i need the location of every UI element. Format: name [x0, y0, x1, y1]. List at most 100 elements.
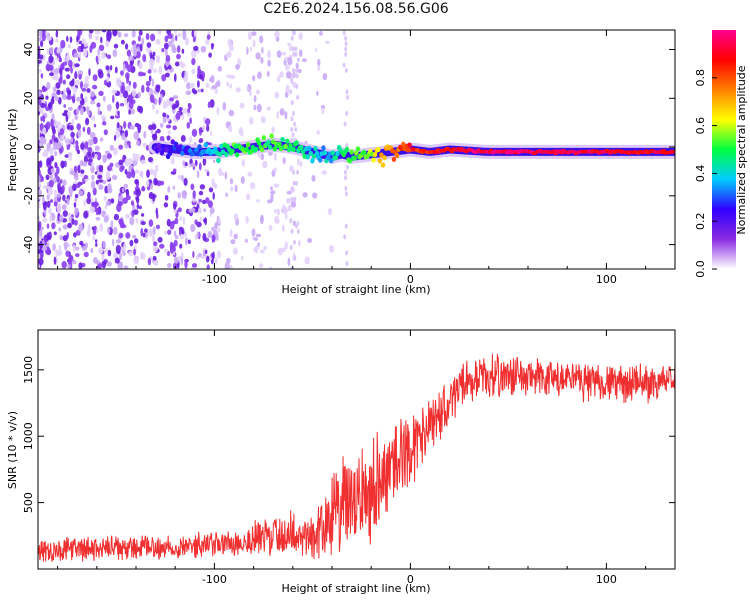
ridge-point	[197, 144, 202, 150]
noise-point	[38, 62, 41, 67]
noise-point	[129, 108, 135, 115]
noise-point	[105, 65, 110, 71]
noise-point	[40, 73, 44, 79]
noise-point	[74, 63, 80, 68]
y-tick-label: 40	[22, 43, 35, 57]
noise-point	[45, 95, 49, 100]
noise-point	[246, 193, 251, 201]
noise-point	[46, 82, 51, 90]
ridge-point	[349, 149, 354, 155]
noise-point	[296, 169, 300, 175]
noise-point	[53, 256, 57, 265]
noise-point	[83, 151, 88, 157]
noise-point	[125, 189, 129, 194]
noise-point	[152, 226, 156, 235]
noise-point	[69, 125, 74, 131]
ridge-point	[244, 146, 249, 152]
noise-point	[285, 64, 290, 71]
noise-point	[208, 200, 213, 208]
noise-point	[227, 38, 232, 46]
noise-point	[181, 113, 185, 121]
noise-point	[49, 47, 54, 55]
noise-point	[81, 87, 87, 92]
noise-point	[344, 186, 348, 191]
noise-point	[41, 32, 47, 42]
noise-point	[141, 213, 145, 217]
noise-point	[276, 75, 281, 83]
noise-point	[85, 117, 90, 126]
noise-point	[67, 44, 71, 49]
noise-point	[83, 83, 89, 89]
noise-point	[218, 167, 223, 177]
noise-point	[292, 220, 296, 226]
noise-point	[182, 216, 186, 225]
noise-point	[92, 136, 98, 145]
noise-point	[74, 197, 78, 202]
noise-point	[104, 204, 108, 210]
noise-point	[141, 185, 145, 191]
noise-point	[67, 106, 73, 111]
noise-point	[186, 82, 191, 90]
noise-point	[95, 239, 98, 243]
noise-point	[324, 40, 330, 45]
noise-point	[126, 64, 132, 73]
noise-point	[52, 86, 57, 93]
noise-point	[152, 255, 157, 261]
noise-point	[45, 63, 50, 71]
noise-point	[149, 94, 155, 103]
snr-ticks: -100 0 100 500 1000 1500	[22, 330, 675, 586]
noise-point	[184, 37, 189, 46]
noise-point	[202, 157, 207, 166]
noise-point	[74, 114, 79, 121]
noise-point	[211, 226, 215, 232]
noise-point	[192, 89, 198, 95]
noise-point	[42, 127, 47, 135]
ridge-point	[266, 139, 271, 145]
ridge-point	[156, 142, 161, 148]
noise-point	[276, 50, 282, 58]
noise-point	[61, 134, 65, 141]
noise-point	[162, 116, 167, 124]
noise-point	[181, 48, 185, 54]
noise-point	[209, 77, 214, 83]
noise-point	[135, 196, 139, 201]
noise-point	[84, 96, 88, 104]
noise-point	[206, 124, 210, 132]
noise-point	[86, 197, 91, 205]
noise-point	[43, 149, 48, 157]
noise-point	[233, 233, 238, 240]
noise-point	[65, 250, 70, 257]
noise-point	[151, 78, 155, 87]
ridge-point	[391, 156, 397, 162]
noise-point	[202, 124, 206, 132]
noise-point	[214, 184, 218, 189]
noise-point	[78, 223, 84, 232]
noise-point	[165, 54, 171, 62]
noise-point	[85, 242, 88, 249]
noise-point	[100, 36, 103, 44]
noise-point	[177, 33, 182, 37]
noise-point	[54, 38, 59, 43]
noise-point	[80, 93, 84, 100]
noise-point	[344, 68, 348, 73]
noise-point	[224, 171, 228, 180]
noise-point	[67, 124, 70, 130]
noise-point	[142, 142, 148, 148]
noise-point	[66, 95, 72, 100]
noise-point	[252, 75, 256, 82]
noise-point	[299, 160, 303, 168]
noise-point	[88, 30, 94, 34]
noise-point	[155, 207, 158, 216]
noise-point	[249, 182, 256, 190]
noise-point	[102, 95, 106, 102]
noise-point	[169, 241, 174, 250]
noise-point	[215, 232, 219, 242]
noise-point	[285, 71, 292, 79]
noise-point	[74, 70, 78, 78]
noise-point	[98, 184, 104, 191]
noise-point	[159, 243, 165, 249]
noise-point	[64, 67, 71, 72]
noise-point	[109, 65, 113, 71]
noise-point	[177, 175, 182, 180]
noise-point	[46, 194, 50, 200]
